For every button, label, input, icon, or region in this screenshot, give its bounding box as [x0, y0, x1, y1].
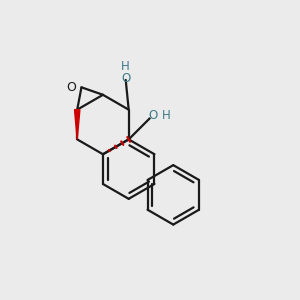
Polygon shape [74, 110, 80, 140]
Text: O: O [66, 81, 76, 94]
Text: H: H [121, 60, 130, 73]
Text: H: H [162, 109, 170, 122]
Text: O: O [121, 72, 130, 85]
Text: O: O [148, 109, 157, 122]
